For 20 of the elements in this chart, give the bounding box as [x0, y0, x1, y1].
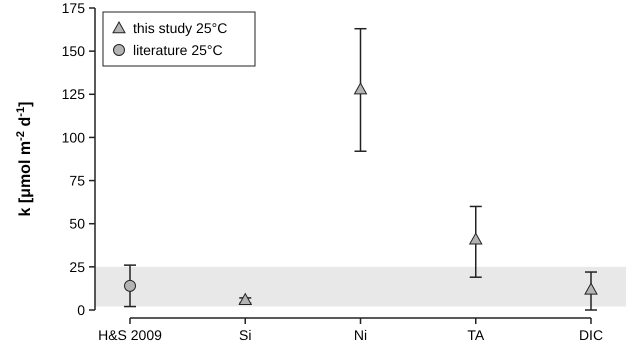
point [124, 280, 136, 292]
y-tick-label: 25 [69, 258, 86, 275]
legend-label: this study 25°C [133, 20, 228, 36]
point [354, 82, 367, 94]
y-tick-label: 50 [69, 216, 86, 232]
x-tick-label: TA [467, 327, 485, 343]
x-tick-label: Si [239, 327, 252, 343]
y-tick-label: 150 [62, 43, 86, 60]
point [584, 282, 598, 295]
point [238, 293, 252, 305]
x-tick-label: Ni [354, 327, 368, 343]
point [469, 232, 482, 245]
y-tick-label: 100 [62, 129, 86, 146]
legend-label: literature 25°C [133, 42, 223, 58]
y-tick-label: 0 [77, 302, 86, 318]
y-tick-label: 175 [62, 0, 86, 16]
y-tick-label: 75 [69, 172, 86, 188]
y-tick-label: 125 [62, 86, 86, 102]
x-tick-label: H&S 2009 [98, 327, 162, 343]
x-tick-label: DIC [578, 327, 604, 343]
